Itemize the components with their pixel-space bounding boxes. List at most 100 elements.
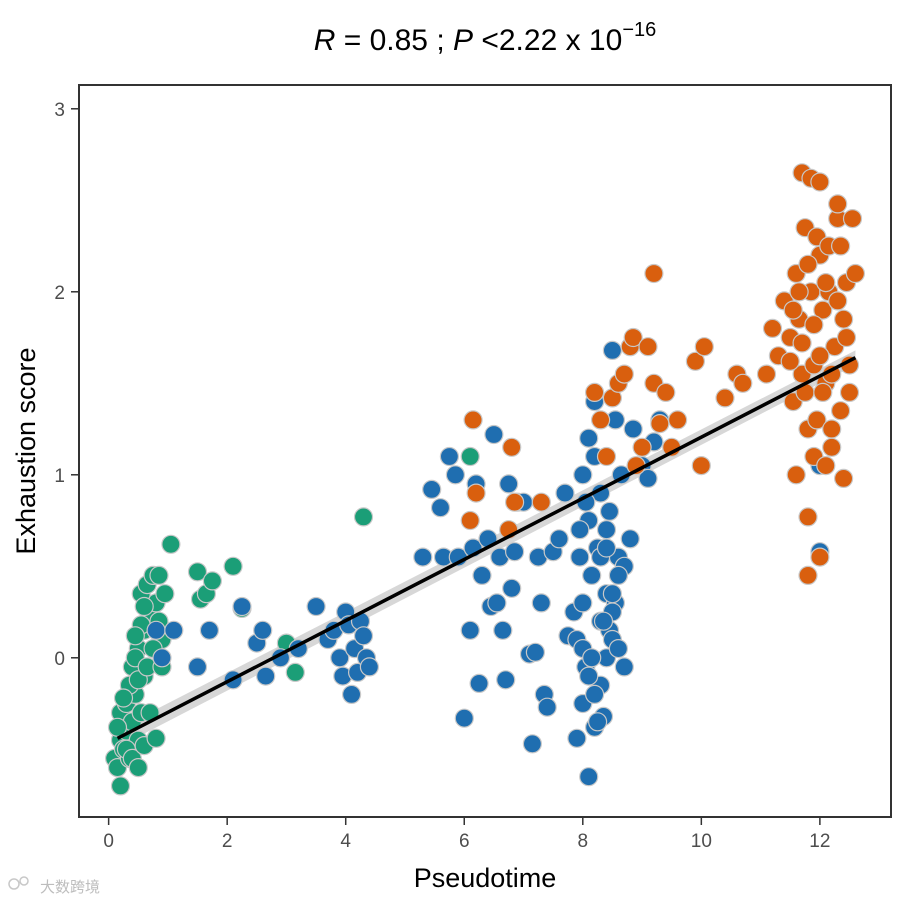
data-point [113, 688, 134, 708]
data-point [828, 194, 848, 214]
data-point [593, 611, 614, 631]
data-point [306, 596, 326, 617]
data-point [599, 501, 620, 521]
data-point [694, 337, 714, 357]
data-point [602, 584, 623, 604]
data-point [845, 263, 866, 284]
data-point [164, 620, 184, 640]
data-point [608, 565, 629, 586]
data-point [570, 520, 590, 540]
title-p-exponent: −16 [622, 19, 656, 41]
data-point [460, 510, 480, 531]
y-tick-label: 2 [54, 283, 65, 304]
data-point [125, 626, 145, 646]
data-point [804, 315, 824, 335]
plot-panel-border [78, 84, 892, 818]
data-point [810, 346, 830, 366]
x-tick-label: 2 [222, 831, 233, 852]
data-point [502, 578, 522, 598]
data-point [582, 648, 602, 668]
title-p-text: <2.22 x 10 [473, 24, 622, 57]
y-tick-label: 0 [54, 649, 65, 670]
data-point [596, 538, 617, 558]
data-point [830, 401, 851, 421]
data-point [602, 340, 623, 360]
data-point [493, 620, 513, 640]
x-tick-label: 0 [103, 831, 114, 852]
data-point [816, 273, 836, 293]
data-point [733, 373, 753, 393]
data-point [152, 648, 172, 668]
x-tick-label: 12 [809, 831, 830, 852]
data-point [756, 364, 777, 384]
data-point [810, 547, 830, 567]
data-point [830, 236, 851, 256]
x-tick-label: 10 [691, 831, 712, 852]
data-point [469, 673, 489, 694]
data-point [789, 282, 809, 302]
y-axis: 0 1 2 3 [54, 100, 78, 670]
data-point [596, 446, 617, 467]
data-point [833, 309, 854, 329]
data-point [650, 414, 670, 434]
data-point [579, 666, 599, 686]
data-point [353, 507, 374, 527]
data-point [537, 697, 557, 717]
regression-line-layer [116, 356, 857, 740]
data-point [807, 410, 827, 430]
series-orange [460, 163, 866, 586]
data-point [445, 465, 465, 485]
data-point [223, 556, 243, 576]
data-point [187, 562, 208, 582]
data-point [590, 410, 611, 430]
data-point [359, 657, 379, 677]
data-point [638, 468, 658, 488]
data-point [499, 474, 519, 494]
data-point [525, 642, 546, 662]
data-point [149, 565, 169, 586]
regression-line [116, 356, 857, 740]
x-tick-label: 6 [459, 831, 470, 852]
x-tick-label: 8 [578, 831, 589, 852]
data-point [623, 419, 643, 439]
data-point [792, 333, 812, 353]
data-point [567, 728, 587, 748]
data-point [573, 465, 593, 485]
data-point [187, 657, 208, 677]
data-point [531, 593, 551, 613]
data-point [798, 254, 818, 274]
y-tick-label: 1 [54, 466, 65, 487]
data-point [504, 492, 525, 512]
data-point [413, 547, 433, 567]
y-axis-title: Exhaustion score [11, 347, 41, 554]
data-point [422, 479, 442, 499]
data-point [587, 712, 608, 732]
title-p-symbol: P [453, 24, 473, 57]
data-point [353, 626, 374, 646]
watermark-logo-icon-2 [19, 876, 29, 886]
data-point [146, 620, 166, 640]
data-point [573, 593, 593, 613]
x-tick-label: 4 [340, 831, 351, 852]
data-point [798, 507, 818, 527]
data-point [667, 410, 688, 430]
data-point [439, 446, 459, 467]
data-point [199, 620, 219, 640]
data-point [256, 666, 276, 686]
series-green [104, 446, 480, 796]
data-point [454, 708, 474, 728]
data-point [614, 364, 634, 384]
data-point [579, 767, 599, 787]
data-point [685, 351, 706, 371]
data-point [202, 571, 222, 591]
watermark-logo-icon [8, 878, 20, 890]
data-point [155, 584, 175, 604]
data-point [253, 620, 273, 640]
data-point [822, 419, 842, 439]
data-point [110, 776, 131, 796]
data-point [828, 291, 848, 311]
data-point [786, 465, 806, 485]
data-point [463, 410, 483, 430]
data-point [146, 728, 166, 748]
data-point [842, 209, 863, 229]
